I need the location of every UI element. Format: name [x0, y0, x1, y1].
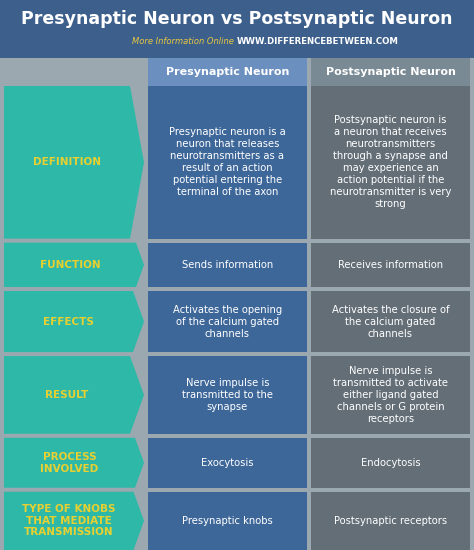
- FancyBboxPatch shape: [311, 58, 470, 86]
- Text: Activates the opening
of the calcium gated
channels: Activates the opening of the calcium gat…: [173, 305, 282, 339]
- Text: Presynaptic Neuron vs Postsynaptic Neuron: Presynaptic Neuron vs Postsynaptic Neuro…: [21, 10, 453, 28]
- FancyBboxPatch shape: [311, 86, 470, 239]
- Text: Postsynaptic receptors: Postsynaptic receptors: [334, 516, 447, 526]
- FancyBboxPatch shape: [148, 356, 307, 434]
- Text: Endocytosis: Endocytosis: [361, 458, 420, 468]
- Text: Postsynaptic Neuron: Postsynaptic Neuron: [326, 67, 456, 77]
- Text: RESULT: RESULT: [46, 390, 89, 400]
- FancyBboxPatch shape: [311, 291, 470, 352]
- FancyBboxPatch shape: [148, 438, 307, 488]
- FancyBboxPatch shape: [148, 58, 307, 86]
- Polygon shape: [4, 492, 144, 550]
- FancyBboxPatch shape: [148, 243, 307, 287]
- FancyBboxPatch shape: [148, 86, 307, 239]
- Polygon shape: [4, 86, 144, 239]
- Text: DEFINITION: DEFINITION: [33, 157, 101, 167]
- Polygon shape: [4, 243, 144, 287]
- Text: Postsynaptic neuron is
a neuron that receives
neurotransmitters
through a synaps: Postsynaptic neuron is a neuron that rec…: [330, 116, 451, 210]
- Text: Sends information: Sends information: [182, 260, 273, 270]
- Text: Exocytosis: Exocytosis: [201, 458, 254, 468]
- FancyBboxPatch shape: [311, 438, 470, 488]
- Polygon shape: [4, 356, 144, 434]
- Text: Receives information: Receives information: [338, 260, 443, 270]
- Polygon shape: [4, 291, 144, 352]
- FancyBboxPatch shape: [0, 0, 474, 58]
- FancyBboxPatch shape: [148, 291, 307, 352]
- Text: FUNCTION: FUNCTION: [40, 260, 100, 270]
- Text: Presynaptic Neuron: Presynaptic Neuron: [166, 67, 289, 77]
- FancyBboxPatch shape: [311, 356, 470, 434]
- FancyBboxPatch shape: [311, 492, 470, 550]
- Text: WWW.DIFFERENCEBETWEEN.COM: WWW.DIFFERENCEBETWEEN.COM: [237, 37, 399, 47]
- Text: Presynaptic knobs: Presynaptic knobs: [182, 516, 273, 526]
- FancyBboxPatch shape: [311, 243, 470, 287]
- FancyBboxPatch shape: [148, 492, 307, 550]
- Text: Activates the closure of
the calcium gated
channels: Activates the closure of the calcium gat…: [332, 305, 449, 339]
- Text: Presynaptic neuron is a
neuron that releases
neurotransmitters as a
result of an: Presynaptic neuron is a neuron that rele…: [169, 127, 286, 197]
- Text: TYPE OF KNOBS
THAT MEDIATE
TRANSMISSION: TYPE OF KNOBS THAT MEDIATE TRANSMISSION: [22, 504, 116, 537]
- Text: PROCESS
INVOLVED: PROCESS INVOLVED: [40, 452, 99, 474]
- Polygon shape: [4, 438, 144, 488]
- Text: More Information Online: More Information Online: [132, 37, 234, 47]
- Text: EFFECTS: EFFECTS: [43, 317, 94, 327]
- Text: Nerve impulse is
transmitted to the
synapse: Nerve impulse is transmitted to the syna…: [182, 378, 273, 412]
- Text: Nerve impulse is
transmitted to activate
either ligand gated
channels or G prote: Nerve impulse is transmitted to activate…: [333, 366, 448, 424]
